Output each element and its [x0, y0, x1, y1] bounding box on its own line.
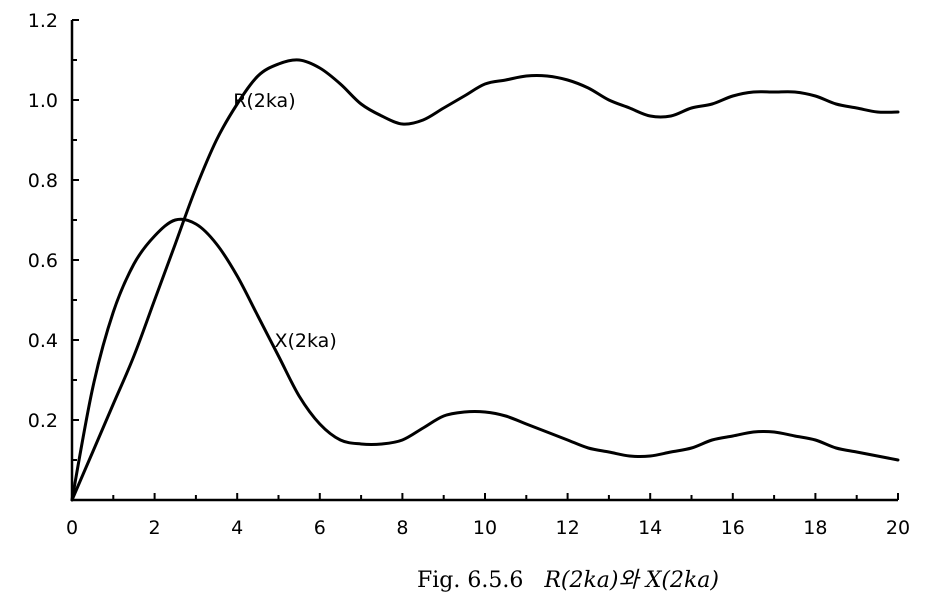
x-tick-label: 12	[556, 517, 580, 539]
x-tick-label: 16	[721, 517, 745, 539]
x-tick-label: 10	[473, 517, 497, 539]
y-tick-label: 0.8	[28, 170, 58, 192]
y-tick-label: 1.0	[28, 90, 58, 112]
x-tick-label: 20	[886, 517, 910, 539]
y-tick-label: 0.6	[28, 250, 58, 272]
series-x-2ka-line	[70, 217, 900, 502]
figure-caption: Fig. 6.5.6 R(2ka)와 X(2ka)	[417, 568, 719, 593]
x-tick-label: 18	[803, 517, 827, 539]
curve-labels: R(2ka) X(2ka)	[233, 90, 337, 352]
series-r-2ka-label: R(2ka)	[233, 90, 295, 112]
x-tick-label: 8	[396, 517, 408, 539]
series-r-2ka-line	[70, 58, 900, 502]
x-tick-label: 14	[638, 517, 662, 539]
series-x-2ka-label: X(2ka)	[275, 330, 337, 352]
y-tick-label: 0.2	[28, 410, 58, 432]
y-tick-label: 1.2	[28, 10, 58, 32]
y-tick-label: 0.4	[28, 330, 58, 352]
caption-prefix: Fig. 6.5.6	[417, 568, 523, 593]
x-tick-label: 0	[66, 517, 78, 539]
x-tick-label: 6	[314, 517, 326, 539]
x-tick-label: 4	[231, 517, 243, 539]
curves	[70, 58, 900, 502]
axes: 0 2 4 6 8 10 12 14 16 18 20 0.2 0.4 0.6 0.8 1.0 1.2	[28, 10, 910, 539]
x-tick-label: 2	[149, 517, 161, 539]
caption-formula: R(2ka)와 X(2ka)	[543, 568, 719, 593]
